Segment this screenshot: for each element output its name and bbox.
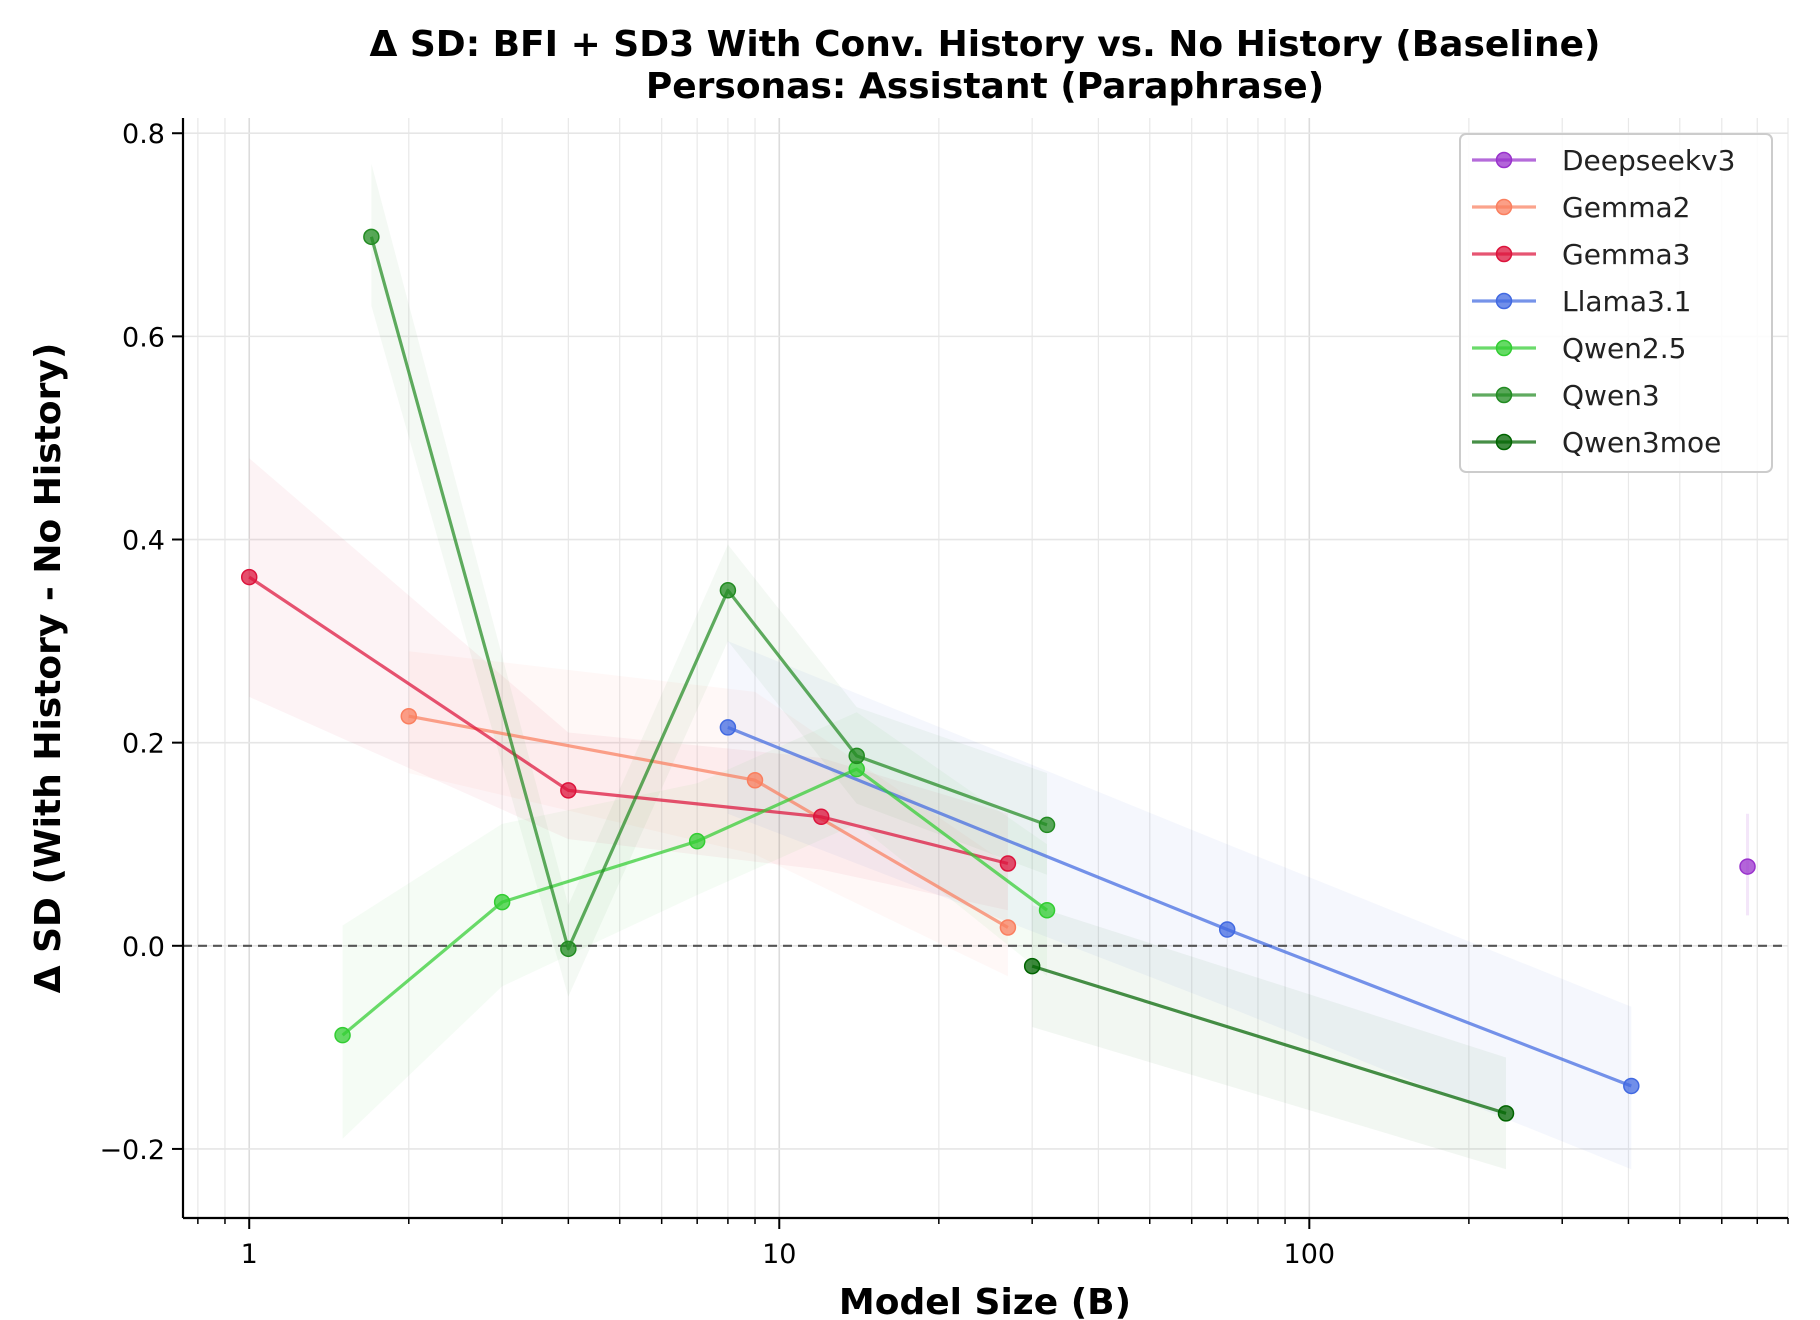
band-qwen3moe — [1032, 905, 1506, 1170]
point-llama3-1 — [719, 719, 737, 736]
point-qwen2-5 — [1038, 901, 1056, 919]
y-tick-label: 0.2 — [122, 729, 165, 760]
point-gemma3 — [999, 855, 1017, 872]
point-qwen3 — [1038, 816, 1056, 834]
point-gemma2 — [400, 707, 418, 725]
point-gemma3 — [560, 782, 577, 799]
y-tick-label: −0.2 — [99, 1135, 165, 1166]
legend-marker-qwen3moe — [1495, 433, 1513, 451]
band-qwen2-5 — [342, 712, 1048, 1139]
minor-gridlines — [197, 118, 1789, 1218]
legend-marker-qwen3 — [1495, 386, 1513, 404]
series-points — [240, 228, 1756, 1122]
x-axis-label: Model Size (B) — [839, 1282, 1131, 1320]
point-qwen2-5 — [334, 1026, 351, 1044]
point-qwen2-5 — [493, 893, 511, 911]
legend-label-llama3-1: Llama3.1 — [1562, 285, 1692, 318]
y-tick-label: 0.4 — [122, 526, 165, 557]
point-qwen2-5 — [688, 832, 706, 850]
chart-title: Δ SD: BFI + SD3 With Conv. History vs. N… — [369, 24, 1600, 65]
legend-label-qwen3moe: Qwen3moe — [1562, 426, 1721, 459]
legend: Deepseekv3 Gemma2 Gemma3 Llama3.1 Qwen2.5 Qwe… — [1459, 133, 1773, 473]
band-gemma3 — [249, 458, 1008, 911]
legend-label-gemma2: Gemma2 — [1562, 191, 1690, 224]
band-gemma2 — [408, 651, 1008, 977]
point-gemma3 — [240, 568, 258, 586]
y-tick-label: 0.0 — [122, 932, 165, 963]
legend-label-deepseekv3: Deepseekv3 — [1562, 144, 1735, 177]
axes — [181, 118, 1788, 1220]
x-tick-label: 100 — [1284, 1239, 1336, 1270]
line-gemma3 — [248, 575, 1009, 866]
legend-marker-gemma2 — [1495, 198, 1513, 216]
x-tick-label: 1 — [241, 1239, 258, 1270]
band-llama3-1 — [727, 641, 1632, 1170]
point-qwen3moe — [1497, 1105, 1515, 1122]
axis-ticks: 1 10 100 −0.2 0.0 0.2 0.4 0.6 0.8 — [99, 119, 1789, 1270]
line-qwen3moe — [1031, 964, 1507, 1115]
y-axis-label: Δ SD (With History - No History) — [28, 343, 69, 994]
legend-marker-qwen2-5 — [1495, 339, 1513, 357]
point-gemma3 — [812, 808, 830, 826]
point-llama3-1 — [1623, 1077, 1640, 1095]
legend-marker-gemma3 — [1495, 245, 1513, 263]
legend-label-gemma3: Gemma3 — [1562, 238, 1690, 271]
point-qwen3 — [363, 228, 380, 246]
y-tick-label: 0.6 — [122, 322, 165, 353]
chart-subtitle: Personas: Assistant (Paraphrase) — [646, 66, 1324, 107]
x-tick-label: 10 — [762, 1239, 796, 1270]
legend-label-qwen3: Qwen3 — [1562, 379, 1660, 412]
point-qwen3moe — [1023, 957, 1041, 975]
legend-label-qwen2-5: Qwen2.5 — [1562, 332, 1686, 365]
point-qwen3 — [719, 582, 737, 599]
point-llama3-1 — [1218, 921, 1236, 938]
point-qwen3 — [848, 747, 865, 765]
legend-marker-llama3-1 — [1495, 292, 1513, 310]
point-deepseekv3 — [1739, 858, 1756, 875]
legend-frame — [1459, 133, 1773, 473]
legend-marker-deepseekv3 — [1495, 151, 1513, 169]
point-gemma2 — [746, 771, 764, 789]
point-qwen3 — [560, 940, 577, 958]
y-tick-label: 0.8 — [122, 119, 165, 150]
point-gemma2 — [999, 919, 1017, 936]
